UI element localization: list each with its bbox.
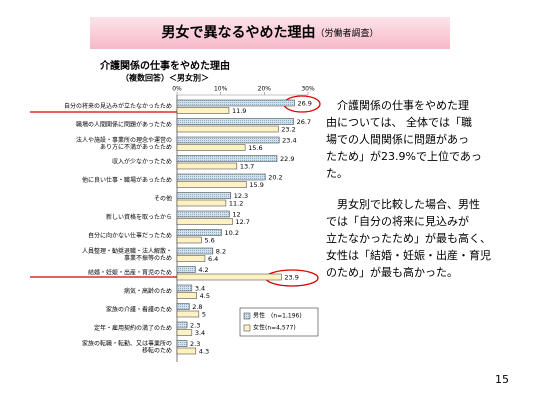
chart-subtitle: （複数回答）＜男女別＞ [121,73,209,83]
value-label: 4.2 [198,266,208,274]
bar [176,125,279,133]
bar [176,181,247,188]
body-text: 女性は「結婚・妊娠・出産・育児 [326,248,491,262]
body-text: たため」が23.9%で上位であっ [326,149,482,163]
body-text: 男女別で比較した場合、男性 [326,197,480,211]
title-box [90,17,450,49]
value-label: 4.5 [200,292,210,300]
bar [176,329,193,336]
y-tick-label: その他 [154,195,172,203]
body-box [322,97,472,282]
bar [176,99,295,107]
bar [176,340,188,347]
bar [176,107,230,114]
x-tick-label: 10% [214,86,228,93]
bar [176,255,206,262]
value-label: 23.2 [281,126,295,134]
value-label: 15.9 [249,181,263,189]
bar [176,266,196,273]
value-label: 11.9 [232,107,246,115]
y-tick-label: 法人や施設・事業所の理念や運営のあり方に不満があったため [76,136,172,151]
bar [176,192,231,199]
value-label: 4.3 [199,348,209,356]
value-label: 15.6 [248,144,262,152]
bar [176,162,238,170]
body-text: のため」が最も高かった。 [326,265,458,279]
bar [176,144,246,151]
value-label: 11.2 [229,200,243,208]
y-tick-label: 新しい資格を取ったから [106,213,172,221]
value-label: 2.3 [190,322,200,330]
legend-label: 男性 (n=1,196) [253,312,302,320]
value-label: 12 [232,211,240,219]
value-label: 13.7 [240,163,254,171]
y-tick-label: 職場の人間関係に問題があったため [76,121,172,129]
bar [176,218,233,225]
value-label: 6.4 [208,255,218,263]
y-tick-label: 自分に向かない仕事だったため [88,232,172,240]
bar [176,347,197,355]
value-label: 26.9 [297,100,311,108]
value-label: 3.4 [195,285,205,293]
legend-swatch [243,312,251,320]
value-label: 2.3 [190,340,200,348]
body-text: 立たなかったため」が最も高く、 [326,231,491,245]
body-text: 場での人間関係に問題があっ [326,132,469,146]
value-label: 26.7 [297,118,311,126]
bar [176,247,214,255]
bar [176,236,202,244]
slide-title: 男女で異なるやめた理由（労働者調査） [161,24,378,41]
value-label: 22.9 [280,155,294,163]
value-label: 10.2 [225,229,239,237]
slide-title-main: 男女で異なるやめた理由 [161,24,315,41]
page-number: 15 [495,373,509,386]
value-label: 23.9 [284,274,298,282]
value-label: 5.6 [204,237,214,245]
x-tick-label: 20% [258,86,272,93]
x-tick-label: 30% [301,86,315,93]
y-tick-label: 家族の転職・転勤、又は事業所の移転のため [82,339,172,354]
bar [176,273,282,281]
bar [176,303,190,310]
body-text: た。 [326,167,348,180]
y-tick-label: 人員整理・勧奨退職・法人解散・事業不振等のため [82,247,172,262]
bar [176,321,188,329]
value-label: 12.7 [235,218,249,226]
x-tick-label: 0% [172,86,182,93]
y-tick-label: 家族の介護・看護のため [106,306,172,314]
bar [176,210,230,218]
body-text: 由については、 全体では「職 [326,115,472,129]
value-label: 3.4 [195,329,205,337]
bar [176,229,222,236]
bar [176,310,200,318]
legend-swatch [243,324,251,332]
bar [176,199,227,207]
value-label: 2.8 [192,303,202,311]
value-label: 8.2 [216,248,226,256]
y-tick-label: 病気・高齢のため [124,287,172,295]
bar [176,136,280,144]
chart-title: 介護関係の仕事をやめた理由 [99,59,230,72]
legend-label: 女性(n=4,577) [253,324,296,332]
value-label: 5 [202,311,206,319]
value-label: 12.3 [234,192,248,200]
bar [176,284,193,292]
y-tick-label: 他に良い仕事・職場があったため [82,176,172,184]
bar [176,292,197,299]
legend-box [239,307,319,337]
y-tick-label: 自分の将来の見込みが立たなかったため [64,102,172,110]
y-tick-label: 定年・雇用契約の満了のため [94,324,172,332]
value-label: 20.2 [268,174,282,182]
y-tick-label: 結婚・妊娠・出産・育児のため [88,269,172,277]
bar [176,155,278,162]
value-label: 23.4 [282,137,296,145]
bar [176,173,266,181]
bar [176,118,294,125]
y-tick-label: 収入が少なかったため [112,158,172,166]
body-text: では「自分の将来に見込みが [326,214,469,228]
slide-title-note: （労働者調査） [315,27,378,39]
body-text: 介護関係の仕事をやめた理 [326,98,469,112]
